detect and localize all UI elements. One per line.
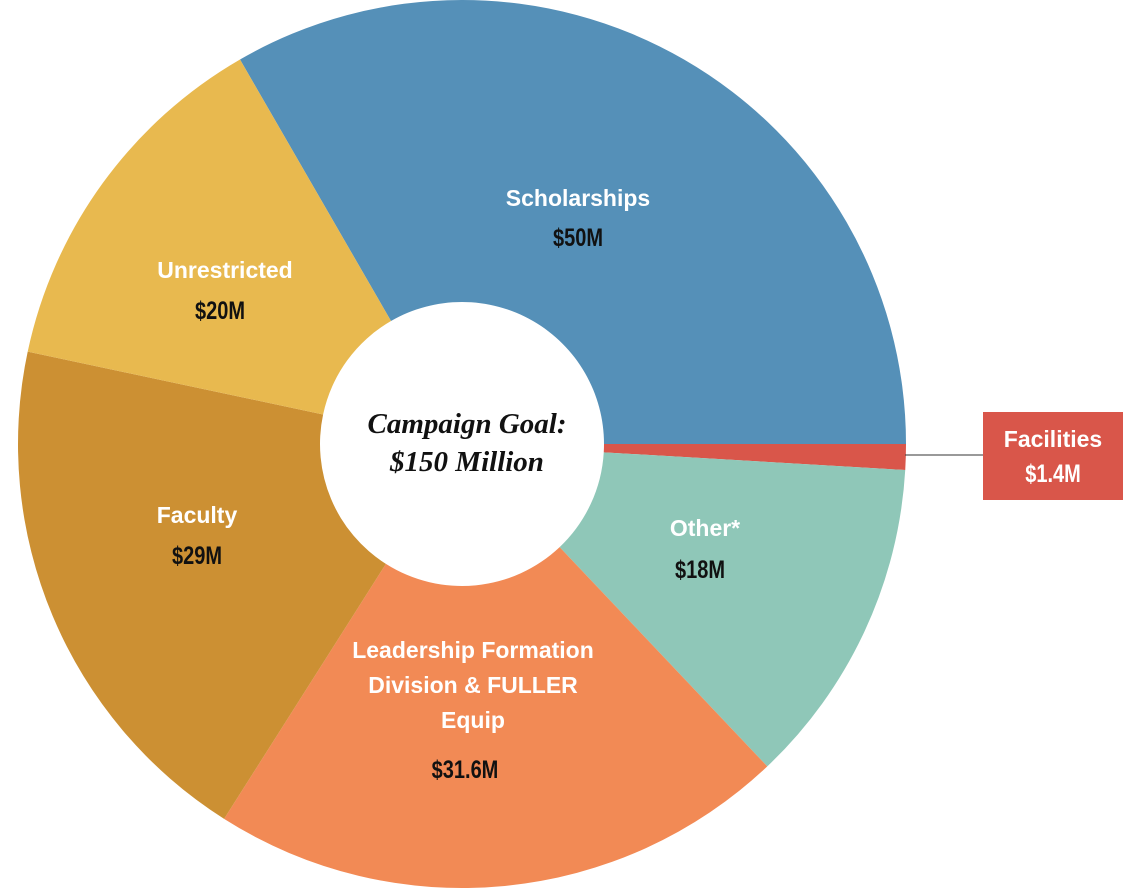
slice: [17, 351, 386, 819]
callout-box: [983, 412, 1123, 500]
slice-label: Faculty: [156, 502, 238, 528]
value-label: $50M: [552, 224, 604, 252]
slice-label: Other*: [669, 515, 741, 541]
value-label: $29M: [171, 542, 223, 570]
slice-label: Facilities: [1003, 426, 1103, 452]
slice-label: Unrestricted: [157, 257, 293, 283]
slice: [603, 444, 906, 471]
center-label: Campaign Goal: $150 Million: [322, 405, 612, 481]
center-line: $150 Million: [390, 446, 544, 478]
value-label: $20M: [194, 297, 246, 325]
center-line: Campaign Goal:: [367, 408, 567, 440]
value-label: $1.4M: [1025, 460, 1081, 488]
value-label: $18M: [674, 556, 726, 584]
slice-label: Scholarships: [505, 185, 651, 211]
slice: [559, 452, 906, 767]
value-label: $31.6M: [431, 756, 499, 784]
slice: [224, 547, 768, 888]
slice: [240, 0, 906, 444]
slice: [27, 59, 392, 415]
slice-label: Leadership Formation Division & FULLER E…: [352, 637, 594, 733]
